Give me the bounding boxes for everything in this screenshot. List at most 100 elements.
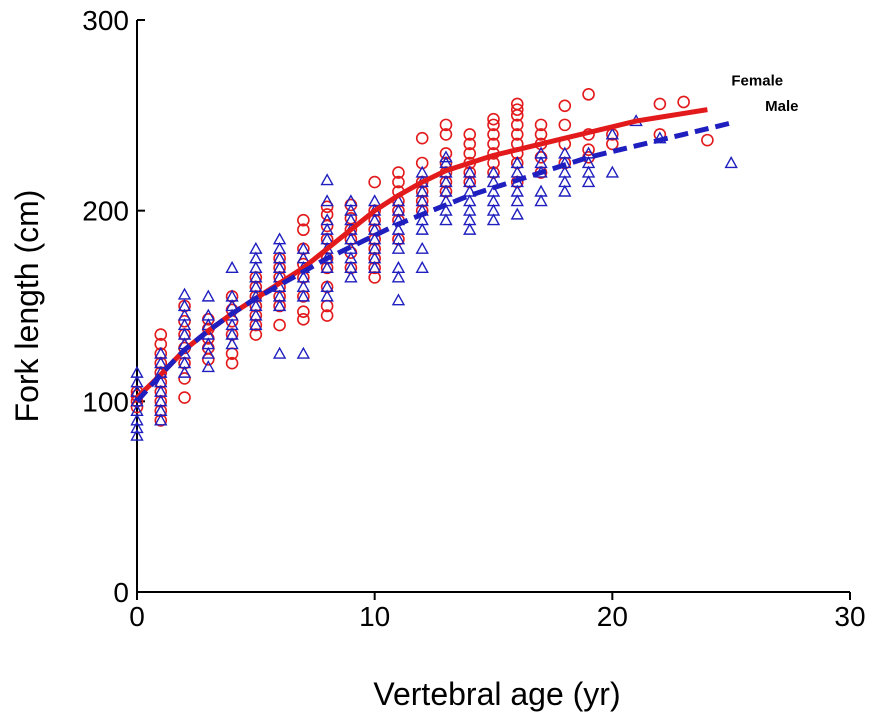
male-point (154, 413, 168, 426)
female-point (368, 175, 381, 189)
x-tick-label: 0 (129, 601, 145, 632)
y-tick-label: 0 (113, 577, 129, 608)
male-point (272, 289, 287, 302)
female-point (510, 103, 524, 116)
male-point (391, 293, 406, 306)
female-series-label: Female (731, 73, 783, 90)
male-point (605, 127, 620, 140)
female-point (297, 213, 310, 227)
male-point (130, 413, 144, 426)
male-point (581, 146, 596, 159)
male-point (391, 203, 406, 216)
male-point (463, 222, 477, 235)
male-point (225, 337, 239, 350)
male-point (367, 213, 382, 226)
male-point (367, 222, 382, 235)
female-point (510, 128, 524, 141)
female-point (273, 318, 286, 332)
female-point (297, 313, 310, 326)
female-point (297, 223, 310, 237)
male-series-label: Male (765, 98, 798, 115)
male-point (272, 251, 287, 264)
male-point (439, 184, 453, 197)
male-point (605, 165, 620, 178)
male-point (463, 184, 477, 197)
male-point (177, 318, 192, 331)
male-point (344, 213, 358, 226)
y-tick-label: 200 (82, 196, 129, 227)
plot-area: 0 100 200 300 0 10 20 30 Female Male (82, 5, 865, 632)
male-point (177, 299, 192, 312)
male-point (439, 203, 453, 216)
male-point (415, 165, 429, 178)
male-point (581, 156, 596, 169)
male-point (439, 156, 453, 169)
male-point (558, 165, 572, 178)
female-point (320, 200, 334, 214)
male-point (391, 222, 406, 235)
male-point (558, 146, 572, 159)
male-point (344, 270, 358, 283)
male-point (272, 232, 287, 245)
male-point (391, 260, 406, 273)
male-point (486, 194, 501, 207)
series-labels: Female Male (731, 73, 798, 115)
male-point (486, 184, 501, 197)
male-point (320, 213, 334, 226)
male-point (249, 299, 263, 312)
male-point (367, 232, 382, 245)
female-point (653, 97, 667, 111)
male-point (154, 356, 168, 369)
female-point (225, 356, 239, 370)
x-tick-label: 20 (597, 601, 628, 632)
male-point (463, 175, 477, 188)
male-point (391, 232, 406, 245)
male-point (272, 241, 287, 254)
male-point (320, 260, 334, 273)
male-point (486, 203, 501, 216)
male-point (272, 346, 287, 359)
female-point (510, 118, 524, 132)
female-point (582, 88, 595, 101)
female-point (487, 112, 500, 126)
male-point (344, 260, 358, 273)
male-point (320, 289, 334, 302)
x-tick-label: 10 (359, 601, 390, 632)
male-point (463, 213, 477, 226)
male-point (249, 260, 263, 273)
male-point (486, 165, 501, 178)
female-point (582, 143, 595, 156)
male-point (249, 251, 263, 264)
male-point (320, 232, 334, 245)
male-point (439, 213, 453, 226)
male-point (510, 207, 524, 220)
male-point (296, 289, 311, 302)
male-point (177, 308, 192, 321)
male-point (534, 156, 548, 169)
female-point (415, 156, 429, 170)
male-point (296, 241, 311, 254)
male-point (344, 232, 358, 245)
male-point (201, 337, 215, 350)
x-tick-label: 30 (834, 601, 865, 632)
male-point (463, 203, 477, 216)
female-point (463, 147, 477, 160)
male-point (296, 279, 311, 293)
female-point (439, 128, 453, 141)
male-point (249, 279, 263, 293)
male-point (415, 213, 429, 226)
female-point (178, 372, 191, 385)
male-point (296, 346, 311, 359)
male-point (581, 175, 596, 188)
male-point (177, 365, 192, 378)
male-point (201, 289, 215, 302)
male-point (581, 165, 596, 178)
male-point (249, 241, 263, 254)
male-point (320, 194, 334, 207)
male-point (463, 194, 477, 207)
male-point (154, 394, 168, 407)
female-point (154, 328, 168, 341)
male-point (510, 165, 524, 178)
male-point (249, 270, 263, 283)
male-point (344, 203, 358, 216)
